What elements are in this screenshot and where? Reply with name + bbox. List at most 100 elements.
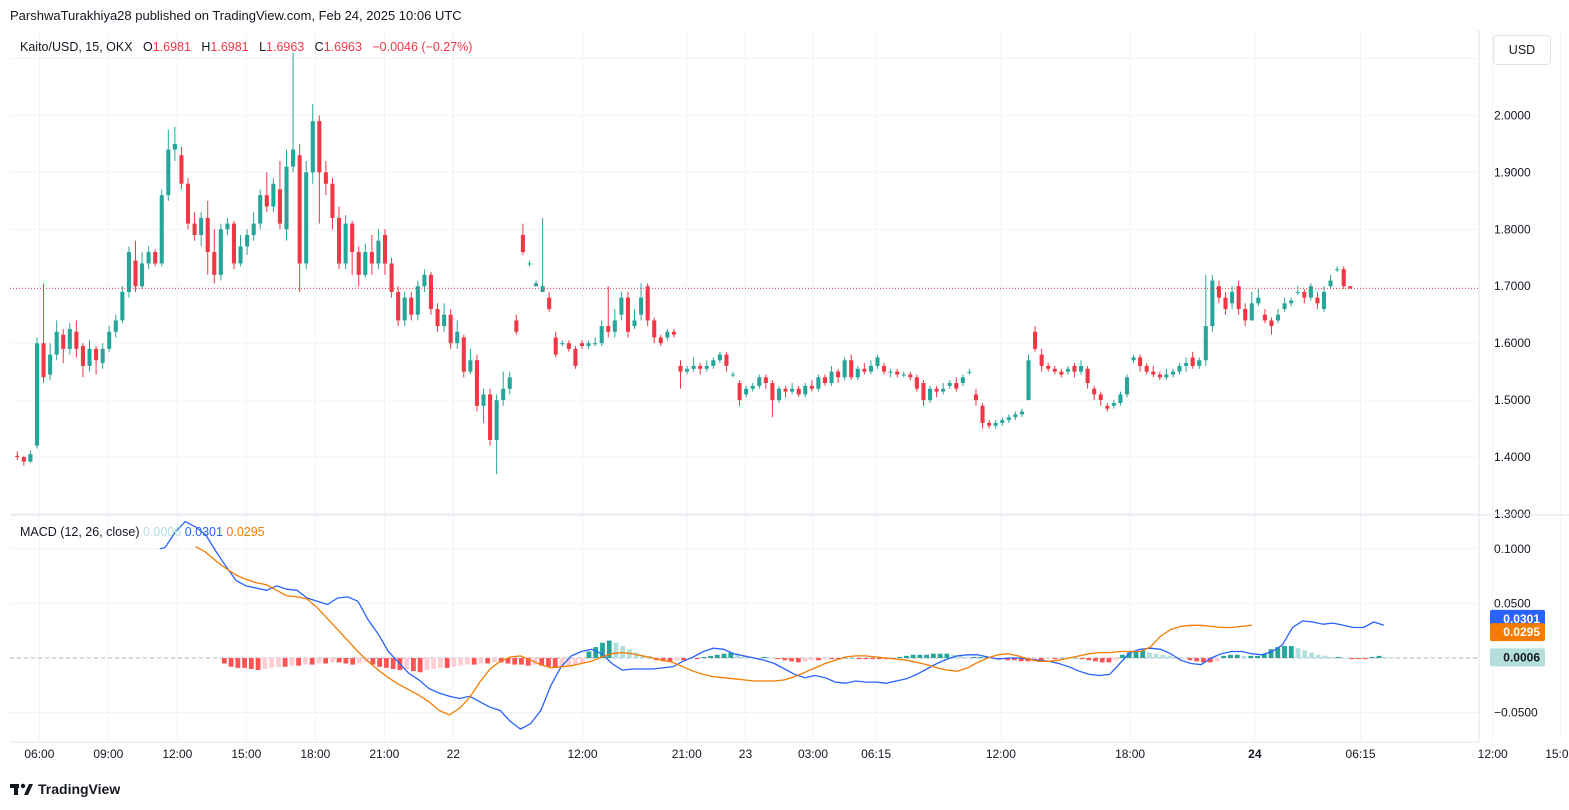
signal-last-badge-label: 0.0295 xyxy=(1503,625,1540,639)
candle-up xyxy=(941,388,946,392)
candle-up xyxy=(540,286,545,292)
candle-up xyxy=(632,320,637,327)
candle-down xyxy=(822,377,827,384)
macd-histogram-bar xyxy=(1147,652,1152,659)
price-tick-label: 2.0000 xyxy=(1494,108,1531,122)
candle-up xyxy=(304,172,309,264)
time-tick-label: 15:00 xyxy=(1545,747,1569,761)
candle-up xyxy=(126,252,131,292)
candle-up xyxy=(225,223,230,230)
candle-up xyxy=(1249,303,1254,321)
candle-down xyxy=(973,394,979,401)
candle-up xyxy=(868,365,873,372)
macd-histogram-bar xyxy=(221,658,227,664)
candle-down xyxy=(1302,291,1307,298)
macd-histogram-bar xyxy=(336,658,342,663)
candle-down xyxy=(264,195,269,207)
macd-histogram-bar xyxy=(633,652,639,659)
candle-down xyxy=(1092,388,1097,395)
candle-down xyxy=(862,368,867,372)
macd-histogram-bar xyxy=(1153,653,1159,659)
symbol-name[interactable]: Kaito/USD, 15, OKX xyxy=(20,40,133,54)
candle-down xyxy=(1216,286,1221,298)
candle-down xyxy=(1262,314,1267,321)
macd-histogram-bar xyxy=(478,658,484,664)
time-tick-label: 21:00 xyxy=(369,747,399,761)
candle-down xyxy=(350,223,355,253)
currency-button[interactable]: USD xyxy=(1493,35,1551,65)
candle-down xyxy=(192,223,197,235)
candle-up xyxy=(48,354,53,375)
publisher-text: ParshwaTurakhiya28 published on TradingV… xyxy=(10,8,462,23)
high-value: 1.6981 xyxy=(210,40,249,54)
macd-hist-value: 0.0006 xyxy=(142,525,182,539)
macd-histogram-bar xyxy=(431,658,437,669)
macd-histogram-bar xyxy=(1356,658,1362,660)
macd-histogram-bar xyxy=(1342,658,1348,659)
macd-histogram-bar xyxy=(971,656,977,659)
candle-down xyxy=(671,331,676,335)
macd-histogram-bar xyxy=(485,658,491,664)
macd-histogram-bar xyxy=(1126,652,1132,659)
candle-up xyxy=(245,234,250,247)
candle-up xyxy=(251,223,256,235)
time-tick-label: 12:00 xyxy=(162,747,192,761)
macd-histogram-bar xyxy=(1086,658,1092,661)
candle-down xyxy=(356,252,361,275)
candle-up xyxy=(1335,269,1340,271)
candle-up xyxy=(100,348,105,364)
candle-up xyxy=(507,377,512,389)
time-tick-label: 15:00 xyxy=(231,747,261,761)
candle-down xyxy=(836,371,841,378)
candle-up xyxy=(199,217,204,235)
macd-histogram-bar xyxy=(1052,658,1058,660)
macd-histogram-bar xyxy=(978,656,984,659)
candle-up xyxy=(586,343,591,347)
price-tick-label: 1.5000 xyxy=(1494,393,1531,407)
macd-histogram-bar xyxy=(438,658,443,668)
macd-line xyxy=(159,520,1385,730)
candle-up xyxy=(1177,365,1182,372)
macd-histogram-bar xyxy=(512,658,518,665)
macd-histogram-bar xyxy=(296,658,302,666)
candle-down xyxy=(323,172,328,184)
time-tick-label: 12:00 xyxy=(568,747,598,761)
time-tick-label: 06:15 xyxy=(1346,747,1376,761)
candle-up xyxy=(1282,303,1287,310)
candle-up xyxy=(757,377,762,386)
candle-up xyxy=(533,283,539,287)
candle-up xyxy=(1065,368,1070,372)
candle-up xyxy=(560,343,565,345)
candle-down xyxy=(205,217,210,253)
change-value: −0.0046 (−0.27%) xyxy=(372,40,473,54)
candle-up xyxy=(1124,377,1130,395)
candle-down xyxy=(724,354,729,366)
candle-up xyxy=(776,388,782,401)
candle-up xyxy=(527,263,532,265)
macd-tick-label: −0.0500 xyxy=(1494,706,1538,720)
macd-histogram-bar xyxy=(579,658,585,664)
macd-histogram-bar xyxy=(275,658,281,667)
candle-down xyxy=(317,121,322,173)
candle-down xyxy=(796,388,801,395)
candle-down xyxy=(330,183,335,218)
candle-up xyxy=(159,195,164,264)
macd-histogram-bar xyxy=(411,658,416,672)
macd-histogram-bar xyxy=(1228,654,1233,659)
candle-down xyxy=(1039,354,1044,366)
macd-histogram-bar xyxy=(1039,658,1044,661)
macd-histogram-bar xyxy=(1106,658,1112,663)
macd-histogram-bar xyxy=(802,658,808,662)
candle-up xyxy=(593,343,598,345)
footer-brand-label: TradingView xyxy=(38,781,121,797)
low-value: 1.6963 xyxy=(266,40,305,54)
macd-indicator-name[interactable]: MACD (12, 26, close) xyxy=(20,525,140,539)
candle-up xyxy=(87,348,92,366)
footer-brand: TradingView xyxy=(10,781,120,797)
candle-up xyxy=(310,121,315,173)
price-tick-label: 1.8000 xyxy=(1494,222,1531,236)
candle-up xyxy=(993,422,998,426)
macd-histogram-bar xyxy=(390,658,396,669)
candle-up xyxy=(172,143,177,150)
